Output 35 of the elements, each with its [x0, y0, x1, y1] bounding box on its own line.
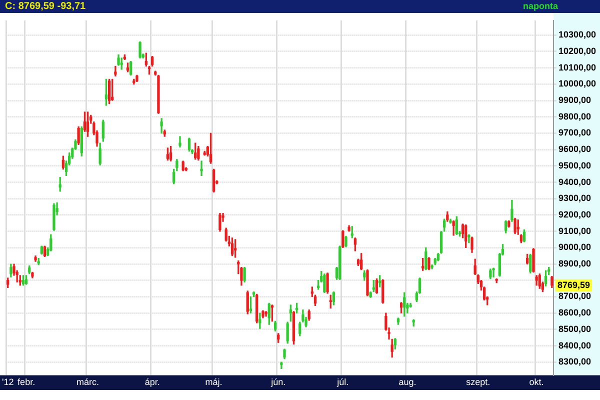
- y-tick-label: 9100,00: [558, 226, 592, 236]
- y-tick-label: 8300,00: [558, 356, 592, 367]
- y-tick-label: 10300,00: [558, 30, 596, 40]
- x-tick-label: máj.: [205, 377, 222, 388]
- y-tick-label: 8900,00: [558, 258, 592, 269]
- x-tick-label: szept.: [466, 377, 490, 388]
- x-tick-label: márc.: [76, 377, 100, 388]
- y-tick-label: 8600,00: [558, 308, 592, 318]
- x-tick-label: júl.: [336, 377, 349, 388]
- y-tick-label: 10200,00: [558, 46, 596, 56]
- y-tick-label: 8400,00: [558, 340, 592, 350]
- x-tick-label: febr.: [18, 377, 36, 388]
- y-tick-label: 8700,00: [558, 291, 592, 302]
- y-tick-label: 10000,00: [558, 78, 596, 89]
- y-tick-label: 9400,00: [558, 176, 592, 187]
- y-tick-label: 9700,00: [558, 128, 592, 138]
- y-tick-label: 9900,00: [558, 95, 592, 105]
- x-tick-label: aug.: [398, 377, 416, 388]
- chart-title: C: 8769,59 -93,71: [5, 0, 86, 13]
- y-tick-label: 9800,00: [558, 111, 592, 122]
- y-tick-label: 9300,00: [558, 193, 592, 204]
- y-tick-label: 9600,00: [558, 144, 592, 154]
- x-tick-label: okt.: [529, 377, 544, 388]
- y-tick-label: 9200,00: [558, 209, 592, 220]
- x-tick-label: ápr.: [144, 377, 160, 388]
- y-tick-label: 9500,00: [558, 160, 592, 170]
- candlestick: [200, 160, 203, 176]
- annotation: 8769,59: [557, 280, 590, 290]
- y-tick-label: 9000,00: [558, 242, 592, 252]
- x-tick-label: '12: [2, 377, 14, 388]
- y-tick-label: 8500,00: [558, 324, 592, 334]
- x-tick-label: jún.: [270, 377, 286, 388]
- text: naponta: [523, 0, 558, 13]
- y-tick-label: 10100,00: [558, 62, 596, 72]
- candlestick: [492, 268, 495, 278]
